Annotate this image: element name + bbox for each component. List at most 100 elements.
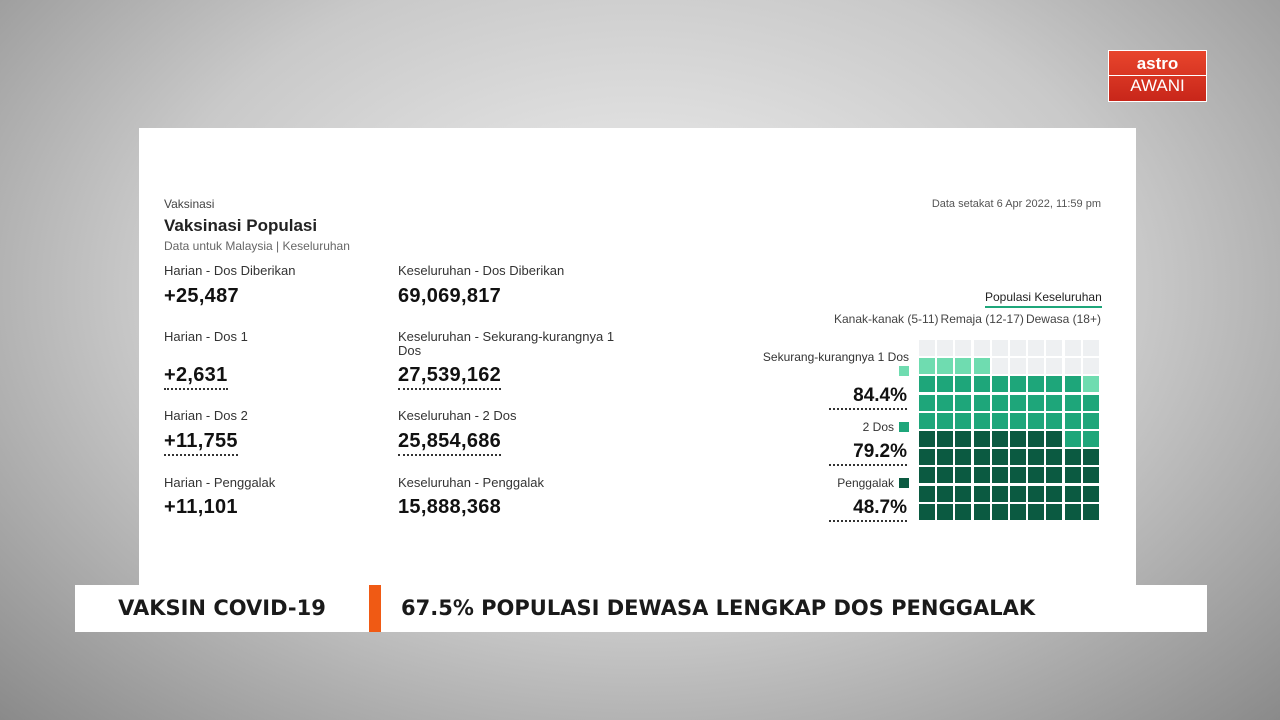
- waffle-cell: [1010, 358, 1026, 375]
- waffle-cell: [1028, 467, 1045, 484]
- waffle-cell: [1028, 412, 1045, 429]
- legend-item: Penggalak: [749, 476, 909, 490]
- subtitle: Data untuk Malaysia | Keseluruhan: [164, 239, 350, 253]
- waffle-cell: [1046, 340, 1063, 356]
- waffle-cell: [1064, 449, 1081, 466]
- waffle-cell: [1064, 394, 1081, 411]
- waffle-cell: [955, 412, 972, 429]
- waffle-cell: [1082, 431, 1099, 447]
- waffle-cell: [1010, 412, 1026, 429]
- waffle-cell: [1082, 449, 1099, 466]
- waffle-cell: [955, 449, 972, 466]
- stat-value: 69,069,817: [398, 285, 502, 307]
- waffle-cell: [991, 358, 1008, 375]
- waffle-cell: [937, 485, 954, 502]
- waffle-cell: [937, 467, 954, 484]
- waffle-cell: [937, 376, 954, 393]
- waffle-cell: [919, 376, 935, 393]
- waffle-cell: [919, 394, 935, 411]
- waffle-cell: [991, 485, 1008, 502]
- stat-value: +11,755: [164, 430, 238, 456]
- waffle-cell: [1046, 467, 1063, 484]
- waffle-cell: [1064, 412, 1081, 429]
- waffle-cell: [991, 376, 1008, 393]
- waffle-cell: [919, 412, 935, 429]
- logo: astro AWANI: [1108, 50, 1207, 102]
- legend-swatch: [899, 422, 909, 432]
- waffle-cell: [973, 431, 990, 447]
- waffle-cell: [991, 449, 1008, 466]
- waffle-cell: [1082, 485, 1099, 502]
- logo-bottom: AWANI: [1109, 75, 1206, 96]
- legend-value: 79.2%: [829, 441, 907, 466]
- stat-label: Keseluruhan - 2 Dos: [398, 408, 517, 423]
- waffle-cell: [1046, 449, 1063, 466]
- waffle-cell: [973, 449, 990, 466]
- waffle-cell: [1046, 503, 1063, 520]
- waffle-cell: [991, 503, 1008, 520]
- stat-label: Keseluruhan - Dos Diberikan: [398, 263, 565, 278]
- legend-swatch: [899, 366, 909, 376]
- waffle-cell: [1028, 431, 1045, 447]
- waffle-cell: [973, 358, 990, 375]
- group-label: Remaja (12-17): [940, 312, 1024, 326]
- waffle-cell: [973, 485, 990, 502]
- legend-label: Sekurang-kurangnya 1 Dos: [762, 350, 909, 364]
- waffle-cell: [1064, 340, 1081, 356]
- waffle-cell: [1010, 340, 1026, 356]
- waffle-cell: [1064, 485, 1081, 502]
- waffle-cell: [937, 412, 954, 429]
- waffle-cell: [919, 358, 935, 375]
- waffle-cell: [973, 376, 990, 393]
- stat-label: Harian - Dos Diberikan: [164, 263, 296, 278]
- waffle-cell: [919, 485, 935, 502]
- ticker-topic: VAKSIN COVID-19: [118, 596, 326, 620]
- waffle-cell: [1028, 503, 1045, 520]
- group-label: Kanak-kanak (5-11): [834, 312, 939, 326]
- waffle-cell: [937, 340, 954, 356]
- waffle: [919, 340, 1101, 522]
- waffle-cell: [919, 340, 935, 356]
- waffle-cell: [955, 467, 972, 484]
- waffle-cell: [1010, 376, 1026, 393]
- waffle-cell: [1046, 485, 1063, 502]
- waffle-cell: [919, 503, 935, 520]
- waffle-cell: [955, 340, 972, 356]
- ticker-headline: 67.5% POPULASI DEWASA LENGKAP DOS PENGGA…: [401, 596, 1036, 620]
- waffle-cell: [955, 503, 972, 520]
- legend-item: Sekurang-kurangnya 1 Dos: [749, 350, 909, 378]
- waffle-cell: [1082, 412, 1099, 429]
- waffle-cell: [1010, 467, 1026, 484]
- waffle-cell: [1028, 485, 1045, 502]
- stat-value: +25,487: [164, 285, 239, 307]
- waffle-cell: [1046, 412, 1063, 429]
- waffle-cell: [1010, 503, 1026, 520]
- section: Vaksinasi: [164, 197, 215, 211]
- waffle-cell: [1028, 376, 1045, 393]
- waffle-cell: [1028, 394, 1045, 411]
- waffle-cell: [919, 449, 935, 466]
- stat-label: Harian - Penggalak: [164, 475, 276, 490]
- waffle-cell: [973, 394, 990, 411]
- waffle-cell: [955, 394, 972, 411]
- waffle-cell: [1046, 376, 1063, 393]
- waffle-cell: [1010, 449, 1026, 466]
- waffle-cell: [1028, 358, 1045, 375]
- waffle-cell: [1028, 449, 1045, 466]
- card: Vaksinasi Vaksinasi Populasi Data untuk …: [139, 128, 1136, 585]
- legend-label: Penggalak: [837, 476, 894, 490]
- waffle-cell: [973, 340, 990, 356]
- timestamp: Data setakat 6 Apr 2022, 11:59 pm: [931, 198, 1101, 210]
- waffle-cell: [937, 503, 954, 520]
- waffle-cell: [973, 467, 990, 484]
- stat-label: Harian - Dos 2: [164, 408, 248, 423]
- waffle-cell: [1046, 431, 1063, 447]
- waffle-cell: [1010, 394, 1026, 411]
- waffle-cell: [1028, 340, 1045, 356]
- logo-top: astro: [1136, 54, 1179, 73]
- legend-item: 2 Dos: [749, 420, 909, 434]
- stat-value: 15,888,368: [398, 496, 502, 518]
- waffle-title: Populasi Keseluruhan: [985, 290, 1102, 308]
- waffle-cell: [973, 503, 990, 520]
